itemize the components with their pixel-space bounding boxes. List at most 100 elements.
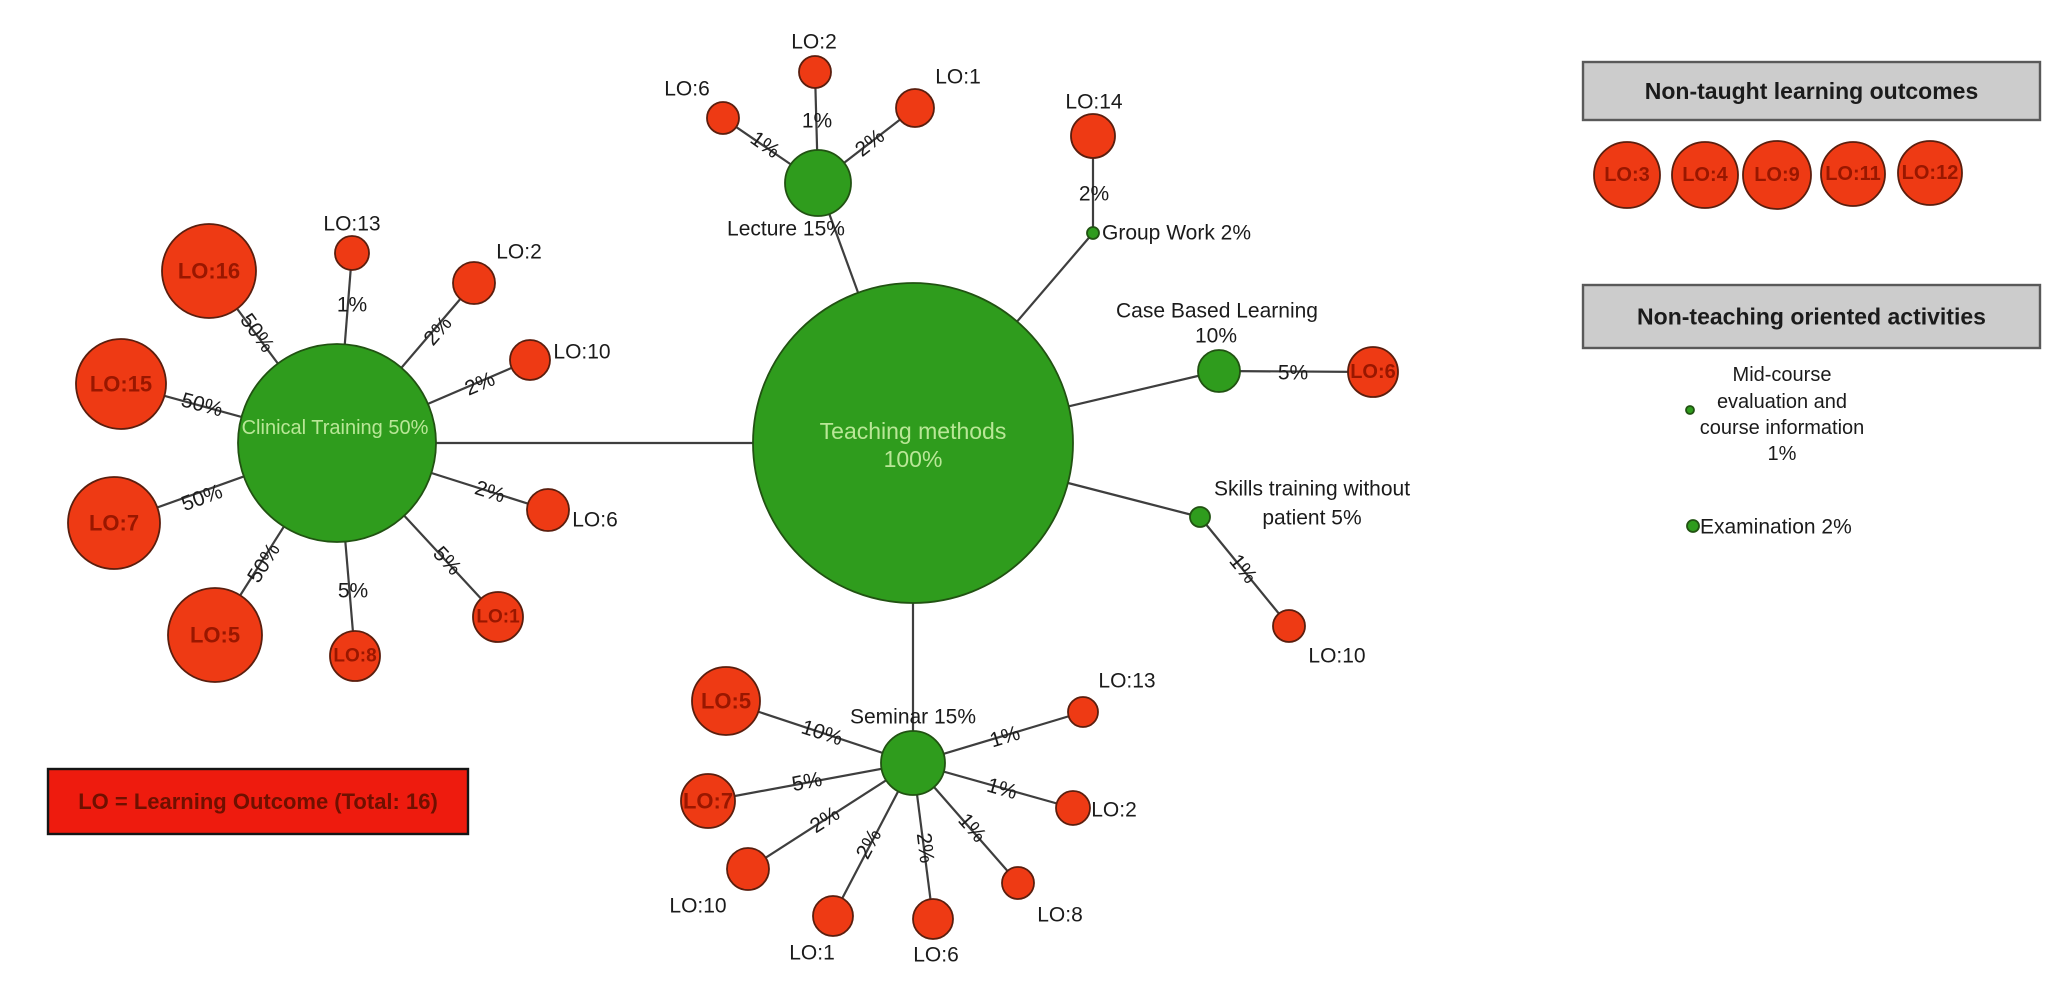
label-lo6-clinical: LO:6	[572, 509, 618, 532]
edge-label-seminar-s10: 2%	[806, 802, 844, 838]
node-g3-outcome-circle	[1593, 141, 1661, 209]
node-label-g12: LO:12	[1902, 162, 1959, 184]
node-middot-method-circle	[1685, 405, 1695, 415]
node-teaching-method-circle	[752, 282, 1074, 604]
node-seminar-method-circle	[880, 730, 946, 796]
label-lo14-label: LO:14	[1065, 91, 1123, 114]
label-midcourse-2: evaluation and	[1717, 391, 1847, 413]
label-midcourse-1: Mid-course	[1733, 364, 1832, 386]
edge-label-lecture-l1: 2%	[851, 125, 889, 162]
node-s2-outcome-circle	[1055, 790, 1091, 826]
node-label-c16: LO:16	[178, 259, 240, 284]
node-label-c1: LO:1	[476, 607, 520, 628]
node-c2-outcome-circle	[452, 261, 496, 305]
label-lo2-lecture: LO:2	[791, 31, 837, 54]
label-lo10-clinical: LO:10	[553, 341, 610, 364]
node-l2-outcome-circle	[798, 55, 832, 89]
edge-label-clinical-c6: 2%	[472, 476, 508, 507]
label-teaching-name: Teaching methods	[820, 418, 1007, 444]
lo-note-label: LO = Learning Outcome (Total: 16)	[78, 789, 438, 814]
edge-label-seminar-s2: 1%	[984, 774, 1020, 804]
node-s5-outcome-circle	[691, 666, 761, 736]
node-label-g4: LO:4	[1682, 164, 1728, 186]
node-groupwork-method-circle	[1086, 226, 1100, 240]
label-skills-name-1: Skills training without	[1214, 478, 1410, 501]
node-label-g11: LO:11	[1825, 163, 1881, 185]
label-lo1-lecture: LO:1	[935, 66, 981, 89]
node-c6-outcome-circle	[526, 488, 570, 532]
label-cbl-name: Case Based Learning	[1116, 300, 1318, 323]
node-c13-outcome-circle	[334, 235, 370, 271]
label-seminar-name: Seminar 15%	[850, 706, 976, 729]
label-lo1-seminar: LO:1	[789, 942, 835, 965]
edge-label-clinical-c10: 2%	[462, 367, 499, 400]
node-lecture-method-circle	[784, 149, 852, 217]
node-label-s7: LO:7	[683, 789, 733, 814]
label-lo13-clinical: LO:13	[323, 213, 380, 236]
edge-skills-sk10	[1199, 516, 1290, 627]
non-teaching-header-box	[1581, 283, 2042, 350]
edge-label-cbl-cb6: 5%	[1278, 362, 1308, 385]
node-g9-outcome-circle	[1742, 140, 1812, 210]
edge-label-groupwork-lo14: 2%	[1079, 183, 1109, 206]
node-c10-outcome-circle	[509, 339, 551, 381]
node-label-c7: LO:7	[89, 511, 139, 536]
label-midcourse-3: course information	[1700, 417, 1865, 439]
edge-label-clinical-c7: 50%	[178, 480, 225, 516]
label-lo2-clinical: LO:2	[496, 241, 542, 264]
node-l6-outcome-circle	[706, 101, 740, 135]
edge-label-clinical-c2: 2%	[419, 312, 456, 350]
node-c5-outcome-circle	[167, 587, 263, 683]
label-lo6-lecture: LO:6	[664, 78, 710, 101]
label-lo6-seminar: LO:6	[913, 944, 959, 967]
node-label-c8: LO:8	[333, 646, 376, 667]
node-s1-outcome-circle	[812, 895, 854, 937]
edge-label-seminar-s6: 2%	[912, 832, 939, 865]
label-skills-name-2: patient 5%	[1262, 507, 1361, 530]
edge-label-clinical-c15: 50%	[179, 388, 226, 421]
node-s6-outcome-circle	[912, 898, 954, 940]
node-label-g9: LO:9	[1754, 164, 1800, 186]
node-l1-outcome-circle	[895, 88, 935, 128]
edge-label-clinical-c13: 1%	[337, 294, 367, 317]
label-lo2-seminar: LO:2	[1091, 799, 1137, 822]
edge-label-seminar-s7: 5%	[790, 768, 824, 796]
node-c1-outcome-circle	[472, 591, 524, 643]
non-taught-header-box	[1581, 60, 2042, 122]
node-skills-method-circle	[1189, 506, 1211, 528]
edge-label-clinical-c8: 5%	[338, 580, 368, 603]
edge-label-seminar-s1: 2%	[852, 825, 887, 863]
lo-note-box	[46, 767, 470, 836]
node-s10-outcome-circle	[726, 847, 770, 891]
label-clinical-name: Clinical Training 50%	[242, 417, 429, 439]
label-groupwork-name: Group Work 2%	[1102, 222, 1251, 245]
node-examdot-method-circle	[1686, 519, 1700, 533]
edge-label-clinical-c5: 50%	[243, 539, 285, 587]
non-teaching-header-label: Non-teaching oriented activities	[1637, 304, 1986, 330]
node-g4-outcome-circle	[1671, 141, 1739, 209]
label-lo8-seminar: LO:8	[1037, 904, 1083, 927]
node-sk10-outcome-circle	[1272, 609, 1306, 643]
node-label-cb6: LO:6	[1350, 361, 1396, 383]
label-lo10-seminar: LO:10	[669, 895, 726, 918]
label-teaching-pct: 100%	[884, 446, 943, 472]
node-label-c5: LO:5	[190, 623, 240, 648]
edge-label-skills-sk10: 1%	[1225, 550, 1262, 588]
label-lecture-name: Lecture 15%	[727, 218, 845, 241]
node-g11-outcome-circle	[1820, 141, 1886, 207]
node-c7-outcome-circle	[67, 476, 161, 570]
node-label-g3: LO:3	[1604, 164, 1650, 186]
node-lo14-outcome-circle	[1070, 113, 1116, 159]
label-cbl-pct: 10%	[1195, 325, 1237, 348]
non-taught-header-label: Non-taught learning outcomes	[1645, 78, 1979, 104]
node-label-c15: LO:15	[90, 372, 152, 397]
label-examination: Examination 2%	[1700, 516, 1852, 539]
edge-label-seminar-s13: 1%	[987, 722, 1023, 753]
node-s8-outcome-circle	[1001, 866, 1035, 900]
node-clinical-method-circle	[237, 343, 437, 543]
edge-label-lecture-l6: 1%	[746, 127, 784, 163]
node-label-s5: LO:5	[701, 689, 751, 714]
node-c15-outcome-circle	[75, 338, 167, 430]
node-s13-outcome-circle	[1067, 696, 1099, 728]
